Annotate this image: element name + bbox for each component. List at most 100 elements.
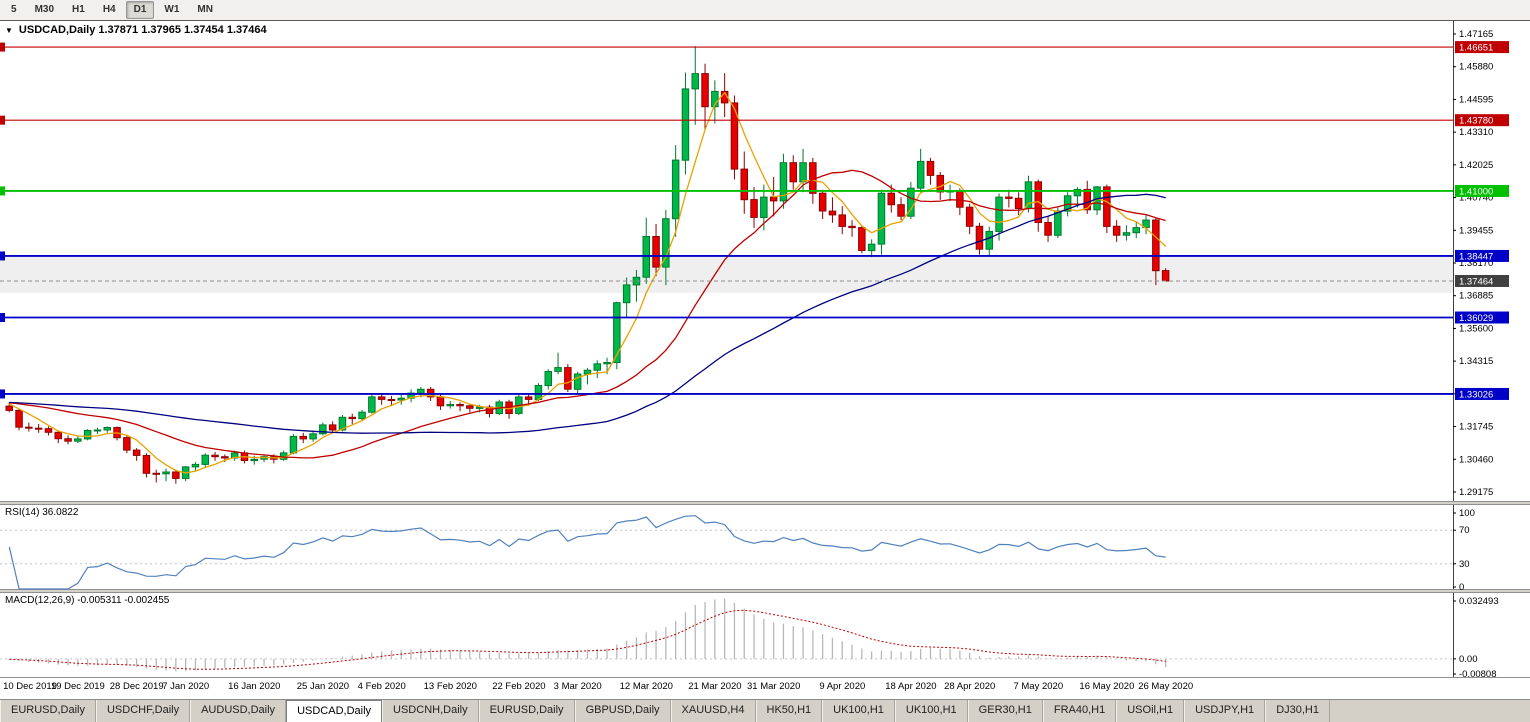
svg-text:0.032493: 0.032493 (1459, 596, 1499, 607)
chart-tab-usdchf-daily[interactable]: USDCHF,Daily (95, 700, 191, 722)
svg-text:1.46651: 1.46651 (1459, 43, 1493, 54)
chart-tab-usoil-h1[interactable]: USOil,H1 (1116, 700, 1185, 722)
chart-tab-hk50-h1[interactable]: HK50,H1 (755, 700, 823, 722)
svg-text:19 Dec 2019: 19 Dec 2019 (51, 681, 105, 692)
chart-tab-usdcnh-daily[interactable]: USDCNH,Daily (382, 700, 479, 722)
timeframe-button-mn[interactable]: MN (197, 4, 213, 15)
ma-slow-line (9, 193, 1166, 434)
chart-tab-eurusd-daily[interactable]: EURUSD,Daily (0, 700, 96, 722)
level-left-marker (0, 186, 5, 196)
level-left-marker (0, 389, 5, 399)
svg-text:-0.00808: -0.00808 (1459, 669, 1497, 680)
svg-text:3 Mar 2020: 3 Mar 2020 (554, 681, 602, 692)
svg-text:10 Dec 2019: 10 Dec 2019 (3, 681, 57, 692)
chart-symbol-title: ▼ USDCAD,Daily 1.37871 1.37965 1.37454 1… (5, 24, 267, 36)
chart-tab-audusd-daily[interactable]: AUDUSD,Daily (190, 700, 287, 722)
svg-text:1.31745: 1.31745 (1459, 422, 1493, 433)
svg-text:70: 70 (1459, 525, 1470, 536)
chart-window: 1.47165 1.45880 1.44595 1.43310 1.42025 1.407… (0, 21, 1530, 699)
chart-tab-usdcad-daily[interactable]: USDCAD,Daily (286, 700, 383, 722)
svg-text:22 Feb 2020: 22 Feb 2020 (492, 681, 545, 692)
svg-text:9 Apr 2020: 9 Apr 2020 (819, 681, 865, 692)
svg-text:100: 100 (1459, 508, 1475, 519)
svg-text:1.38447: 1.38447 (1459, 251, 1493, 262)
timeframe-button-h4[interactable]: H4 (102, 4, 116, 15)
svg-text:1.33026: 1.33026 (1459, 389, 1493, 400)
svg-text:16 Jan 2020: 16 Jan 2020 (228, 681, 280, 692)
level-left-marker (0, 251, 5, 261)
expand-triangle-icon[interactable]: ▼ (5, 25, 13, 35)
macd-panel: 0.032493 0.00 -0.00808 (0, 596, 1499, 680)
chart-tab-eurusd-daily[interactable]: EURUSD,Daily (478, 700, 575, 722)
chart-tab-bar: EURUSD,Daily USDCHF,Daily AUDUSD,Daily USDC… (0, 699, 1530, 722)
svg-text:12 Mar 2020: 12 Mar 2020 (620, 681, 673, 692)
svg-text:4 Feb 2020: 4 Feb 2020 (358, 681, 406, 692)
svg-text:25 Jan 2020: 25 Jan 2020 (297, 681, 349, 692)
svg-text:1.37464: 1.37464 (1459, 276, 1493, 287)
svg-text:0: 0 (1459, 582, 1464, 593)
macd-indicator-label: MACD(12,26,9) -0.005311 -0.002455 (5, 595, 170, 606)
level-price-tag (1455, 249, 1509, 262)
level-left-marker (0, 313, 5, 323)
panel-splitter[interactable] (0, 589, 1530, 593)
svg-text:1.38170: 1.38170 (1459, 258, 1493, 269)
svg-text:1.45880: 1.45880 (1459, 62, 1493, 73)
svg-text:1.29175: 1.29175 (1459, 487, 1493, 498)
svg-text:1.34315: 1.34315 (1459, 356, 1493, 367)
timeframe-button-5[interactable]: 5 (11, 4, 17, 15)
chart-canvas[interactable]: 1.47165 1.45880 1.44595 1.43310 1.42025 1.407… (0, 21, 1530, 699)
svg-text:1.30460: 1.30460 (1459, 454, 1493, 465)
svg-text:28 Dec 2019: 28 Dec 2019 (110, 681, 164, 692)
chart-tab-ger30-h1[interactable]: GER30,H1 (967, 700, 1043, 722)
svg-text:31 Mar 2020: 31 Mar 2020 (747, 681, 800, 692)
svg-text:7 May 2020: 7 May 2020 (1013, 681, 1063, 692)
level-price-tag (1455, 387, 1509, 400)
svg-text:26 May 2020: 26 May 2020 (1138, 681, 1193, 692)
svg-text:0.00: 0.00 (1459, 654, 1478, 665)
current-price-tag (1455, 274, 1509, 287)
level-price-tag (1455, 114, 1509, 127)
svg-text:13 Feb 2020: 13 Feb 2020 (424, 681, 477, 692)
chart-background (0, 21, 1530, 699)
svg-text:1.40740: 1.40740 (1459, 193, 1493, 204)
svg-text:1.41000: 1.41000 (1459, 186, 1493, 197)
svg-text:1.42025: 1.42025 (1459, 160, 1493, 171)
svg-text:16 May 2020: 16 May 2020 (1079, 681, 1134, 692)
panel-splitter[interactable] (0, 501, 1530, 505)
svg-text:30: 30 (1459, 559, 1470, 570)
support-resistance-lines: 1.46651 1.43780 1.41000 1.38447 1.36029 1.330… (0, 41, 1509, 400)
chart-tab-gbpusd-daily[interactable]: GBPUSD,Daily (574, 700, 671, 722)
svg-text:1.36029: 1.36029 (1459, 313, 1493, 324)
timeframe-button-m30[interactable]: M30 (34, 4, 55, 15)
macd-signal-line (9, 609, 1166, 670)
ohlc-readout: USDCAD,Daily 1.37871 1.37965 1.37454 1.3… (18, 24, 267, 36)
chart-tab-uk100-h1[interactable]: UK100,H1 (894, 700, 968, 722)
svg-text:1.43780: 1.43780 (1459, 116, 1493, 127)
chart-tab-xauusd-h4[interactable]: XAUUSD,H4 (670, 700, 756, 722)
svg-text:7 Jan 2020: 7 Jan 2020 (162, 681, 209, 692)
chart-tab-fra40-h1[interactable]: FRA40,H1 (1042, 700, 1117, 722)
rsi-line (8, 515, 1166, 590)
price-zone-band (0, 255, 1453, 293)
timeframe-button-w1[interactable]: W1 (164, 4, 180, 15)
chart-tab-usdjpy-h1[interactable]: USDJPY,H1 (1184, 700, 1266, 722)
svg-text:18 Apr 2020: 18 Apr 2020 (885, 681, 936, 692)
svg-text:1.44595: 1.44595 (1459, 94, 1493, 105)
level-price-tag (1455, 184, 1509, 197)
chart-tab-dj30-h1[interactable]: DJ30,H1 (1265, 700, 1330, 722)
svg-text:1.43310: 1.43310 (1459, 127, 1493, 138)
level-price-tag (1455, 41, 1509, 54)
level-price-tag (1455, 311, 1509, 324)
svg-text:21 Mar 2020: 21 Mar 2020 (688, 681, 741, 692)
level-left-marker (0, 42, 5, 52)
rsi-panel: 100 70 30 0 (0, 508, 1475, 593)
timeframe-button-h1[interactable]: H1 (72, 4, 85, 15)
chart-tab-uk100-h1[interactable]: UK100,H1 (822, 700, 895, 722)
svg-text:1.47165: 1.47165 (1459, 29, 1493, 40)
timeframe-button-d1[interactable]: D1 (125, 1, 155, 19)
timeframe-toolbar: 5 M30 H1 H4 D1 W1 MN (0, 0, 1530, 21)
svg-text:1.39455: 1.39455 (1459, 225, 1493, 236)
level-left-marker (0, 115, 5, 125)
svg-text:1.35600: 1.35600 (1459, 323, 1493, 334)
